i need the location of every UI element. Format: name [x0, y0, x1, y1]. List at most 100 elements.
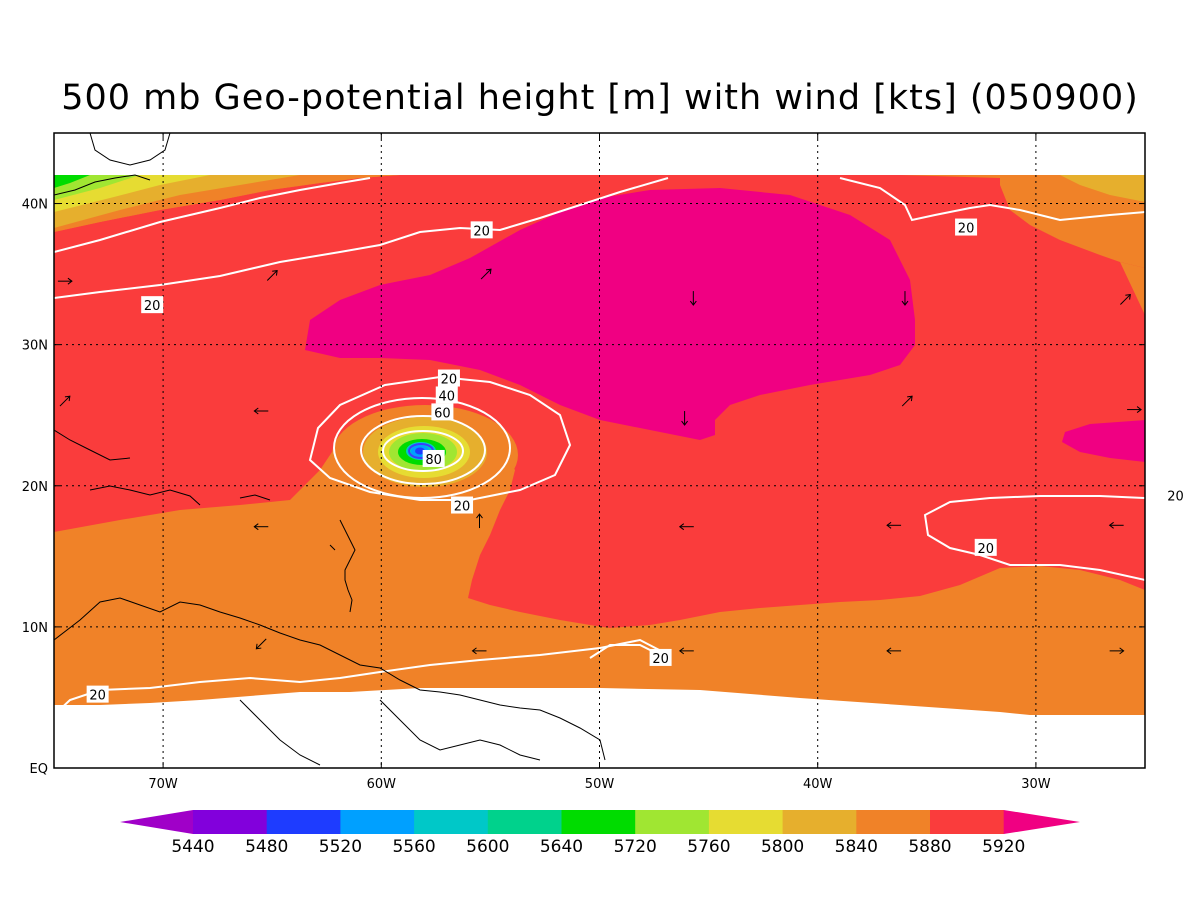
- height-band-5720-nw: [54, 175, 140, 200]
- height-band-5840-ne: [1000, 175, 1145, 268]
- svg-text:20: 20: [144, 299, 161, 314]
- wind-arrow: [266, 269, 278, 281]
- colorbar-label: 5800: [761, 837, 804, 857]
- svg-text:20: 20: [89, 689, 106, 704]
- x-tick-label: 40W: [803, 777, 833, 792]
- colorbar-segment: [414, 810, 489, 834]
- colorbar-segment: [782, 810, 857, 834]
- wind-arrow: [253, 407, 269, 415]
- colorbar-segment: [930, 810, 1005, 834]
- x-tick-label: 30W: [1021, 777, 1051, 792]
- isotach-20-vortex: [308, 375, 572, 501]
- wind-vectors: [57, 268, 1142, 655]
- gridlines: [54, 133, 1145, 768]
- colorbar-label: 5880: [908, 837, 951, 857]
- map-title: 500 mb Geo-potential height [m] with win…: [61, 78, 1139, 118]
- y-tick-label: 40N: [22, 198, 48, 213]
- wind-arrow: [678, 647, 694, 655]
- wind-arrow: [471, 647, 487, 655]
- isotach-contours: [54, 177, 1145, 716]
- colorbar-segment: [708, 810, 784, 834]
- wind-arrow: [901, 291, 909, 306]
- contour-label: 20: [974, 538, 997, 557]
- wind-arrow: [681, 411, 688, 426]
- wind-arrow: [678, 523, 694, 531]
- wind-arrow: [480, 268, 492, 280]
- contour-label: 20: [955, 218, 978, 237]
- wind-arrow: [1109, 647, 1125, 655]
- wind-arrow: [255, 638, 267, 650]
- y-tick-label: 30N: [22, 339, 48, 354]
- y-tick-label: EQ: [30, 762, 48, 777]
- coastline-antilles: [329, 519, 356, 613]
- contour-label: 60: [431, 403, 454, 421]
- wind-arrow: [1108, 521, 1124, 529]
- contour-label: 20: [437, 369, 460, 388]
- contour-label: 20: [1164, 486, 1187, 505]
- svg-text:20: 20: [441, 373, 458, 388]
- height-band-5800-ne: [1060, 175, 1145, 202]
- svg-text:80: 80: [425, 453, 442, 468]
- isotach-20-ne: [839, 177, 1145, 222]
- isotach-40: [333, 397, 511, 499]
- isotach-20-nw: [54, 177, 371, 253]
- svg-text:20: 20: [958, 222, 975, 237]
- svg-text:20: 20: [652, 652, 669, 667]
- wind-arrow: [886, 647, 902, 655]
- wind-arrow: [1120, 293, 1131, 305]
- contour-label: 40: [435, 386, 458, 404]
- colorbar-label: 5760: [687, 837, 730, 857]
- isotach-20-south: [54, 638, 666, 716]
- svg-text:20: 20: [1167, 490, 1184, 505]
- colorbar-segment: [561, 810, 636, 834]
- colorbar: 5440 5480 5520 5560 5600 5640 5720 5760 5800 5840…: [120, 810, 1080, 857]
- svg-text:40: 40: [438, 389, 455, 404]
- colorbar-label: 5840: [835, 837, 878, 857]
- contour-label: 20: [649, 648, 672, 667]
- wind-arrow: [1127, 406, 1142, 413]
- height-band-5920: [305, 188, 915, 440]
- isotach-80: [382, 430, 464, 472]
- colorbar-arrow-right: [1003, 810, 1080, 834]
- y-axis: 40N 30N 20N 10N EQ: [22, 198, 1145, 777]
- colorbar-label: 5720: [614, 837, 657, 857]
- colorbar-segment: [635, 810, 710, 834]
- contour-label: 20: [451, 496, 474, 515]
- y-tick-label: 10N: [22, 621, 48, 636]
- colorbar-segment: [487, 810, 562, 834]
- colorbar-label: 5520: [319, 837, 362, 857]
- wind-arrow: [476, 513, 483, 529]
- svg-text:20: 20: [473, 224, 490, 239]
- contour-label: 20: [141, 296, 164, 314]
- height-band-5640-nw: [54, 175, 90, 188]
- colorbar-label: 5640: [540, 837, 583, 857]
- colorbar-label: 5440: [171, 837, 214, 857]
- contour-label: 20: [470, 221, 493, 239]
- y-tick-label: 20N: [22, 480, 48, 495]
- wind-arrow: [901, 395, 913, 407]
- coastline-north-america: [54, 133, 171, 196]
- wind-arrow: [57, 277, 73, 285]
- height-band-5920-east: [1062, 420, 1145, 462]
- isotach-20-north: [54, 177, 669, 299]
- contour-label: 20: [86, 685, 109, 704]
- svg-text:20: 20: [977, 542, 994, 557]
- vortex-band-5520: [415, 447, 425, 455]
- colorbar-label: 5920: [982, 837, 1025, 857]
- colorbar-segment: [856, 810, 931, 834]
- colorbar-label: 5560: [392, 837, 435, 857]
- colorbar-segment: [266, 810, 341, 834]
- x-tick-label: 60W: [367, 777, 397, 792]
- wind-arrow: [59, 395, 71, 407]
- coastline-south-america: [54, 597, 606, 766]
- x-tick-label: 70W: [148, 777, 178, 792]
- svg-text:60: 60: [434, 406, 451, 421]
- colorbar-label: 5480: [245, 837, 288, 857]
- colorbar-label: 5600: [466, 837, 509, 857]
- svg-text:20: 20: [454, 500, 471, 515]
- colorbar-arrow-left: [120, 810, 193, 834]
- plot-area: [54, 133, 1145, 768]
- wind-arrow: [689, 291, 697, 306]
